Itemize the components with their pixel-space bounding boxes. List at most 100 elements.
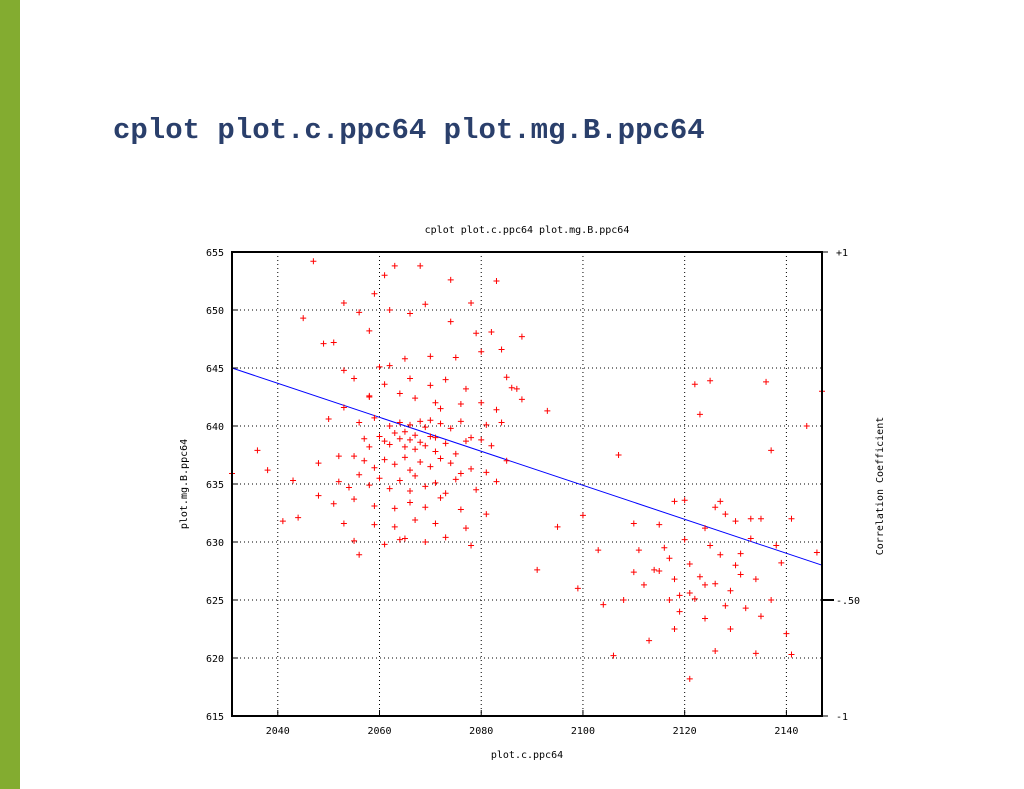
data-point: [325, 416, 332, 423]
data-point: [457, 470, 464, 477]
data-point: [493, 478, 500, 485]
data-point: [371, 503, 378, 510]
data-point: [615, 452, 622, 458]
data-point: [462, 525, 469, 532]
y-tick-label: 640: [206, 422, 224, 433]
data-point: [544, 407, 551, 414]
data-point: [727, 587, 734, 594]
y-tick-label: 645: [206, 364, 224, 375]
data-point: [310, 258, 317, 265]
data-point: [508, 384, 515, 391]
data-point: [366, 443, 373, 450]
data-point: [462, 385, 469, 392]
data-point: [432, 434, 439, 441]
data-point: [401, 535, 408, 542]
data-point: [391, 505, 398, 512]
data-point: [722, 602, 729, 609]
data-point: [417, 439, 424, 446]
data-point: [651, 566, 658, 573]
y-tick-label: 625: [206, 596, 224, 607]
data-point: [391, 262, 398, 269]
data-point: [381, 438, 388, 445]
data-point: [452, 354, 459, 361]
slide-title: cplot plot.c.ppc64 plot.mg.B.ppc64: [113, 114, 705, 147]
data-point: [381, 456, 388, 463]
data-point: [493, 278, 500, 284]
data-point: [788, 515, 795, 522]
data-point: [407, 467, 414, 474]
data-point: [351, 375, 358, 382]
data-point: [768, 447, 775, 454]
data-point: [656, 568, 663, 574]
data-point: [534, 566, 541, 573]
data-point: [366, 327, 373, 334]
data-point: [396, 477, 403, 484]
data-point: [722, 511, 729, 518]
data-point: [712, 648, 719, 655]
data-point: [386, 485, 393, 492]
data-point: [432, 448, 439, 455]
data-point: [717, 498, 724, 505]
data-point: [513, 385, 520, 392]
fit-line-group: [231, 367, 823, 566]
data-point: [356, 471, 363, 478]
data-point: [335, 453, 342, 460]
data-point: [661, 544, 668, 551]
data-point: [407, 436, 414, 443]
data-point: [432, 479, 439, 486]
data-point: [427, 353, 434, 360]
fit-line: [231, 367, 823, 566]
data-point: [671, 498, 678, 505]
data-point: [732, 562, 739, 569]
data-point: [702, 525, 709, 532]
data-point: [422, 301, 429, 308]
data-point: [712, 504, 719, 511]
data-point: [427, 417, 434, 424]
data-point: [457, 418, 464, 425]
data-point: [752, 650, 759, 657]
data-point: [768, 597, 775, 603]
y2-axis: +1 -.50 -1: [822, 248, 860, 723]
x-tick-label: 2100: [571, 726, 595, 737]
data-point: [478, 436, 485, 443]
data-point: [437, 455, 444, 462]
data-point: [391, 429, 398, 436]
data-point: [727, 626, 734, 632]
data-point: [315, 492, 322, 499]
data-point: [646, 637, 653, 644]
x-tick-label: 2080: [469, 726, 493, 737]
y-axis: 615 620 625 630 635 640 645 650 655: [206, 248, 238, 723]
x-tick-label: 2060: [367, 726, 391, 737]
data-point: [366, 482, 373, 489]
y-tick-label: 620: [206, 654, 224, 665]
data-point: [442, 534, 449, 541]
data-point: [407, 499, 414, 506]
data-point: [518, 333, 525, 340]
data-point: [757, 613, 764, 620]
data-point: [757, 515, 764, 522]
data-point: [422, 504, 429, 511]
data-point: [717, 551, 724, 558]
data-point: [437, 420, 444, 427]
data-point: [595, 547, 602, 554]
data-point: [696, 573, 703, 580]
data-point: [442, 440, 449, 447]
data-point: [778, 559, 785, 566]
data-point: [788, 651, 795, 658]
data-point: [712, 580, 719, 587]
data-point: [412, 472, 419, 479]
data-point: [747, 515, 754, 522]
data-point: [468, 465, 475, 472]
data-point: [442, 490, 449, 497]
data-point: [386, 307, 393, 313]
data-point: [264, 467, 271, 474]
data-point: [747, 535, 754, 542]
data-point: [422, 424, 429, 431]
data-point: [386, 441, 393, 448]
data-point: [732, 518, 739, 525]
data-point: [320, 340, 327, 347]
data-point: [391, 523, 398, 530]
data-point: [447, 460, 454, 467]
data-point: [691, 595, 698, 602]
data-point: [437, 494, 444, 501]
